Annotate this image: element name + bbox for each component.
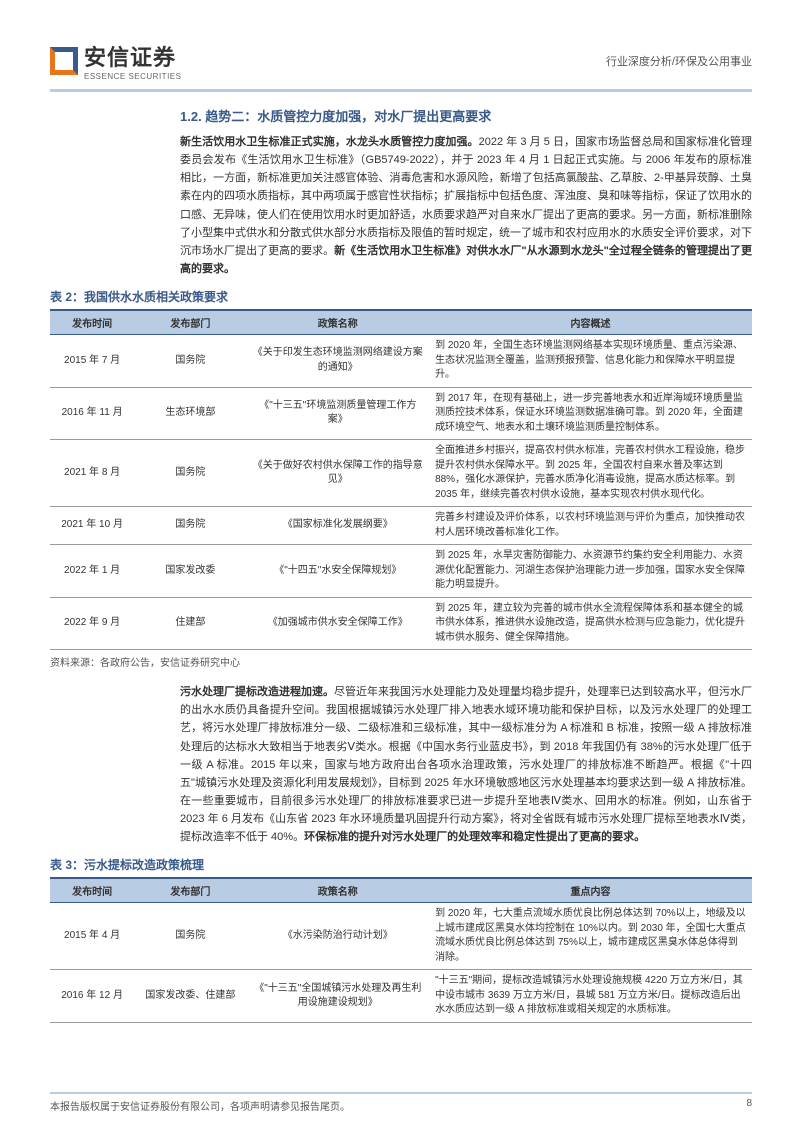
para1-lead: 新生活饮用水卫生标准正式实施，水龙头水质管控力度加强。: [180, 136, 479, 148]
table3-cell: 国家发改委、住建部: [134, 970, 246, 1023]
paragraph-2: 污水处理厂提标改造进程加速。尽管近年来我国污水处理能力及处理量均稳步提升，处理率…: [180, 683, 752, 846]
paragraph-1: 新生活饮用水卫生标准正式实施，水龙头水质管控力度加强。2022 年 3 月 5 …: [180, 133, 752, 278]
table3-col-dept: 发布部门: [134, 879, 246, 903]
table-row: 2015 年 4 月国务院《水污染防治行动计划》到 2020 年，七大重点流域水…: [50, 903, 752, 970]
table3-cell: 2015 年 4 月: [50, 903, 134, 970]
table2-cell: 国务院: [134, 507, 246, 545]
table3-cell: 《水污染防治行动计划》: [247, 903, 430, 970]
table2-cell: 国务院: [134, 335, 246, 388]
logo-block: 安信证券 ESSENCE SECURITIES: [50, 40, 181, 81]
table2-cell: 《"十四五"水安全保障规划》: [247, 545, 430, 598]
section-heading: 1.2. 趋势二：水质管控力度加强，对水厂提出更高要求: [180, 106, 752, 125]
table2-cell: 2022 年 1 月: [50, 545, 134, 598]
table3-col-policy: 政策名称: [247, 879, 430, 903]
table2-col-dept: 发布部门: [134, 311, 246, 335]
table2-cell: 到 2017 年，在现有基础上，进一步完善地表水和近岸海域环境质量监测质控技术体…: [429, 387, 752, 440]
footer-disclaimer: 本报告版权属于安信证券股份有限公司，各项声明请参见报告尾页。: [50, 1098, 350, 1113]
page-header: 安信证券 ESSENCE SECURITIES 行业深度分析/环保及公用事业: [50, 40, 752, 81]
table3: 发布时间 发布部门 政策名称 重点内容 2015 年 4 月国务院《水污染防治行…: [50, 879, 752, 1023]
table2: 发布时间 发布部门 政策名称 内容概述 2015 年 7 月国务院《关于印发生态…: [50, 311, 752, 650]
table2-cell: 到 2025 年，水旱灾害防御能力、水资源节约集约安全利用能力、水资源优化配置能…: [429, 545, 752, 598]
header-rule: [50, 89, 752, 92]
table2-cell: 2015 年 7 月: [50, 335, 134, 388]
table-row: 2016 年 12 月国家发改委、住建部《"十三五"全国城镇污水处理及再生利用设…: [50, 970, 752, 1023]
table-row: 2016 年 11 月生态环境部《"十三五"环境监测质量管理工作方案》到 201…: [50, 387, 752, 440]
table3-cell: 《"十三五"全国城镇污水处理及再生利用设施建设规划》: [247, 970, 430, 1023]
table-row: 2015 年 7 月国务院《关于印发生态环境监测网络建设方案的通知》到 2020…: [50, 335, 752, 388]
table2-cell: 到 2025 年，建立较为完善的城市供水全流程保障体系和基本健全的城市供水体系，…: [429, 597, 752, 650]
table-row: 2022 年 9 月住建部《加强城市供水安全保障工作》到 2025 年，建立较为…: [50, 597, 752, 650]
table2-cell: 《国家标准化发展纲要》: [247, 507, 430, 545]
table2-source: 资料来源：各政府公告，安信证券研究中心: [50, 654, 752, 669]
table3-cell: 国务院: [134, 903, 246, 970]
table3-header-row: 发布时间 发布部门 政策名称 重点内容: [50, 879, 752, 903]
table2-cell: 2021 年 8 月: [50, 440, 134, 507]
table2-cell: 到 2020 年，全国生态环境监测网络基本实现环境质量、重点污染源、生态状况监测…: [429, 335, 752, 388]
table3-cell: 到 2020 年，七大重点流域水质优良比例总体达到 70%以上，地级及以上城市建…: [429, 903, 752, 970]
table2-cell: 国务院: [134, 440, 246, 507]
table-row: 2022 年 1 月国家发改委《"十四五"水安全保障规划》到 2025 年，水旱…: [50, 545, 752, 598]
table3-caption: 表 3：污水提标改造政策梳理: [50, 856, 752, 873]
table2-cell: 《加强城市供水安全保障工作》: [247, 597, 430, 650]
table3-cell: "十三五"期间，提标改造城镇污水处理设施规模 4220 万立方米/日，其中设市城…: [429, 970, 752, 1023]
table2-col-policy: 政策名称: [247, 311, 430, 335]
table3-col-content: 重点内容: [429, 879, 752, 903]
table2-cell: 生态环境部: [134, 387, 246, 440]
logo-en: ESSENCE SECURITIES: [84, 72, 181, 81]
table2-cell: 2022 年 9 月: [50, 597, 134, 650]
table2-cell: 全面推进乡村振兴，提高农村供水标准，完善农村供水工程设施，稳步提升农村供水保障水…: [429, 440, 752, 507]
table-row: 2021 年 8 月国务院《关于做好农村供水保障工作的指导意见》全面推进乡村振兴…: [50, 440, 752, 507]
table2-cell: 国家发改委: [134, 545, 246, 598]
table2-cell: 完善乡村建设及评价体系，以农村环境监测与评价为重点，加快推动农村人居环境改善标准…: [429, 507, 752, 545]
page-number: 8: [746, 1098, 752, 1113]
logo-icon: [50, 47, 78, 75]
table2-cell: 2021 年 10 月: [50, 507, 134, 545]
para2-lead: 污水处理厂提标改造进程加速。: [180, 686, 334, 698]
table2-col-date: 发布时间: [50, 311, 134, 335]
table2-cell: 2016 年 11 月: [50, 387, 134, 440]
table2-header-row: 发布时间 发布部门 政策名称 内容概述: [50, 311, 752, 335]
table2-cell: 《关于做好农村供水保障工作的指导意见》: [247, 440, 430, 507]
page-footer: 本报告版权属于安信证券股份有限公司，各项声明请参见报告尾页。 8: [50, 1092, 752, 1113]
table-row: 2021 年 10 月国务院《国家标准化发展纲要》完善乡村建设及评价体系，以农村…: [50, 507, 752, 545]
table2-cell: 住建部: [134, 597, 246, 650]
table3-col-date: 发布时间: [50, 879, 134, 903]
table2-caption: 表 2：我国供水水质相关政策要求: [50, 288, 752, 305]
logo-text: 安信证券 ESSENCE SECURITIES: [84, 40, 181, 81]
header-category: 行业深度分析/环保及公用事业: [606, 53, 752, 69]
table2-cell: 《"十三五"环境监测质量管理工作方案》: [247, 387, 430, 440]
table3-cell: 2016 年 12 月: [50, 970, 134, 1023]
para2-body: 尽管近年来我国污水处理能力及处理量均稳步提升，处理率已达到较高水平，但污水厂的出…: [180, 686, 752, 843]
para1-body: 2022 年 3 月 5 日，国家市场监督总局和国家标准化管理委员会发布《生活饮…: [180, 136, 752, 257]
logo-cn: 安信证券: [84, 40, 181, 72]
table2-cell: 《关于印发生态环境监测网络建设方案的通知》: [247, 335, 430, 388]
table2-col-content: 内容概述: [429, 311, 752, 335]
para2-tail: 环保标准的提升对污水处理厂的处理效率和稳定性提出了更高的要求。: [304, 831, 645, 843]
